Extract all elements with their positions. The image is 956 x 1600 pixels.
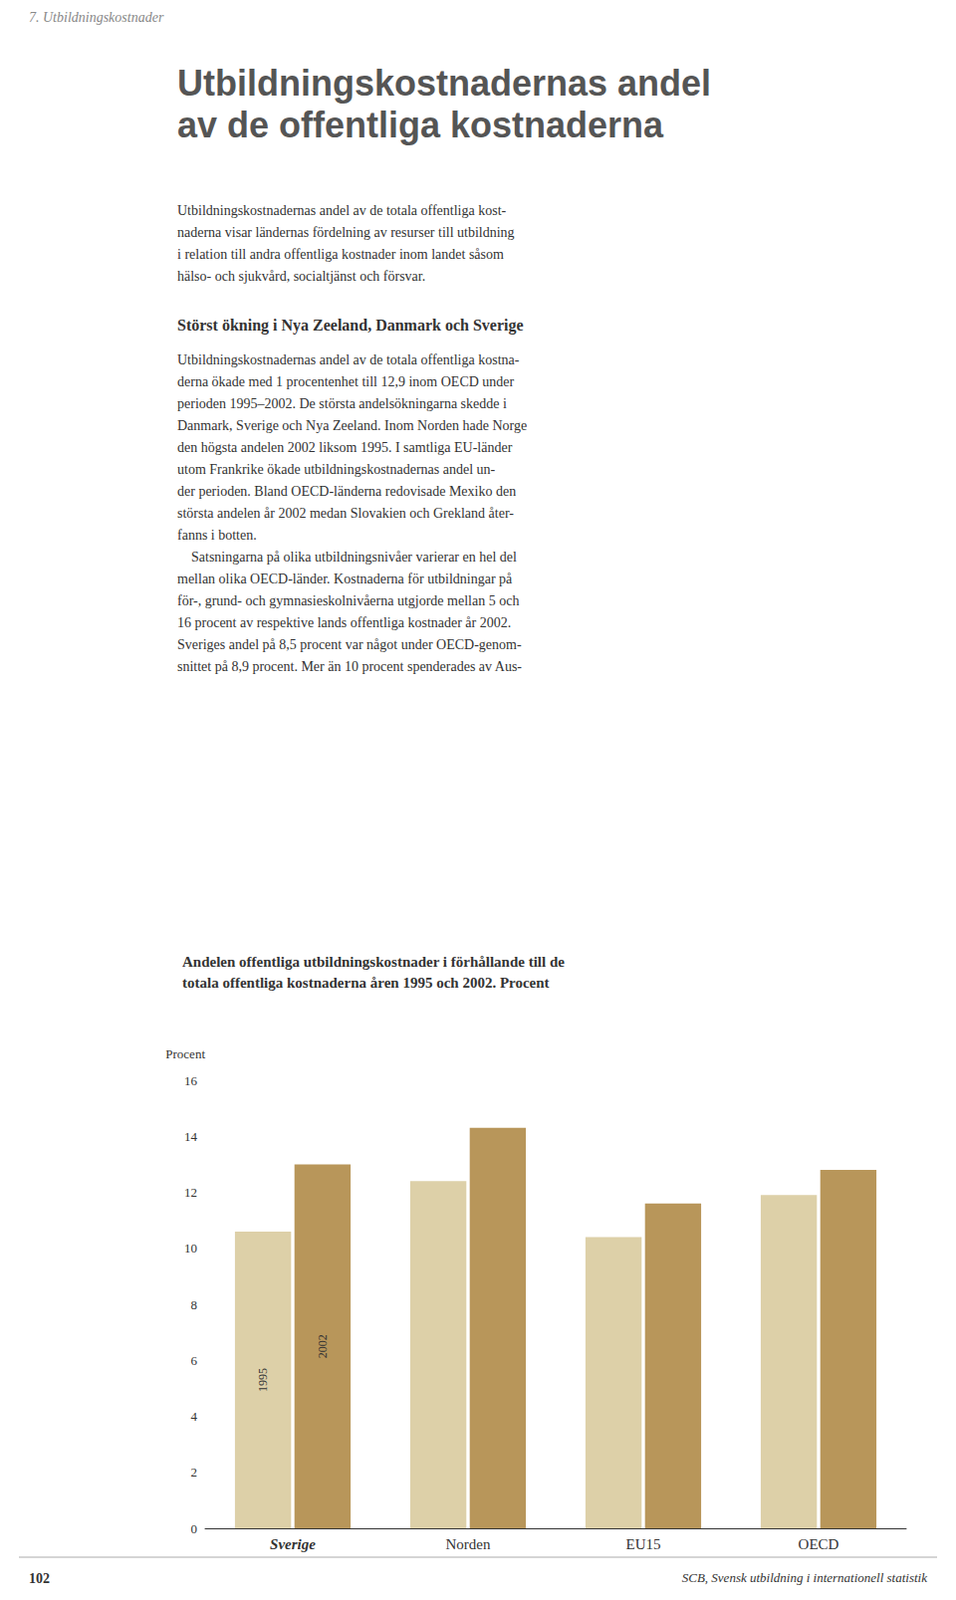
svg-text:Utbildningskostnadernas andel: Utbildningskostnadernas andel av de tota…: [177, 203, 507, 219]
svg-text:12: 12: [184, 1185, 198, 1200]
svg-text:SCB, Svensk utbildning i inter: SCB, Svensk utbildning i internationell …: [682, 1570, 928, 1586]
svg-text:Norden: Norden: [446, 1536, 491, 1553]
svg-text:mellan olika OECD-länder. Kost: mellan olika OECD-länder. Kostnaderna fö…: [177, 571, 513, 587]
svg-text:102: 102: [28, 1571, 50, 1587]
svg-text:största andelen år 2002 medan: största andelen år 2002 medan Slovakien …: [177, 505, 514, 521]
svg-text:Utbildningskostnadernas andel: Utbildningskostnadernas andel: [177, 62, 712, 104]
svg-text:Procent: Procent: [165, 1046, 206, 1062]
svg-text:4: 4: [191, 1409, 199, 1425]
svg-text:utom Frankrike ökade utbildnin: utom Frankrike ökade utbildningskostnade…: [177, 462, 496, 478]
svg-text:7. Utbildningskostnader: 7. Utbildningskostnader: [28, 9, 165, 25]
svg-text:fanns i botten.: fanns i botten.: [177, 527, 257, 543]
svg-text:snittet på 8,9 procent. Mer än: snittet på 8,9 procent. Mer än 10 procen…: [177, 659, 522, 675]
svg-text:0: 0: [191, 1521, 199, 1537]
svg-text:EU15: EU15: [626, 1536, 662, 1553]
svg-text:av de offentliga kostnaderna: av de offentliga kostnaderna: [177, 104, 665, 146]
svg-text:der perioden. Bland OECD-lände: der perioden. Bland OECD-länderna redovi…: [177, 483, 516, 499]
svg-text:16: 16: [184, 1073, 199, 1089]
svg-text:8: 8: [191, 1297, 199, 1313]
svg-text:perioden 1995–2002. De största: perioden 1995–2002. De största andelsökn…: [177, 396, 507, 412]
svg-text:derna ökade med 1 procentenhet: derna ökade med 1 procentenhet till 12,9…: [177, 374, 515, 390]
svg-text:OECD: OECD: [798, 1536, 840, 1553]
svg-text:Utbildningskostnadernas andel: Utbildningskostnadernas andel av de tota…: [177, 352, 520, 368]
svg-text:i relation till andra offentli: i relation till andra offentliga kostnad…: [177, 246, 504, 262]
svg-text:2: 2: [191, 1464, 199, 1480]
svg-text:2002: 2002: [315, 1334, 330, 1359]
svg-text:16 procent av respektive lands: 16 procent av respektive lands offentlig…: [177, 615, 511, 631]
svg-text:Sveriges andel på 8,5 procent: Sveriges andel på 8,5 procent var något …: [177, 637, 522, 653]
svg-text:14: 14: [184, 1129, 199, 1145]
svg-text:10: 10: [184, 1240, 198, 1256]
svg-text:för-, grund- och gymnasieskoln: för-, grund- och gymnasieskolnivåerna ut…: [177, 593, 519, 609]
svg-text:Sverige: Sverige: [269, 1536, 316, 1553]
svg-text:Satsningarna på olika utbildni: Satsningarna på olika utbildningsnivåer …: [177, 549, 517, 565]
svg-text:Danmark, Sverige och Nya Zeela: Danmark, Sverige och Nya Zeeland. Inom N…: [177, 418, 527, 434]
svg-text:hälso- och sjukvård, socialtjä: hälso- och sjukvård, socialtjänst och fö…: [177, 268, 426, 284]
svg-text:1995: 1995: [255, 1368, 270, 1393]
svg-text:naderna visar ländernas fördel: naderna visar ländernas fördelning av re…: [177, 225, 515, 240]
svg-text:totala offentliga kostnaderna: totala offentliga kostnaderna åren 1995 …: [182, 974, 550, 991]
svg-text:Störst ökning i Nya Zeeland, D: Störst ökning i Nya Zeeland, Danmark och…: [177, 316, 524, 335]
svg-text:6: 6: [191, 1353, 199, 1369]
svg-text:Andelen offentliga utbildnings: Andelen offentliga utbildningskostnader …: [182, 954, 565, 970]
svg-text:den högsta andelen 2002 liksom: den högsta andelen 2002 liksom 1995. I s…: [177, 440, 513, 456]
